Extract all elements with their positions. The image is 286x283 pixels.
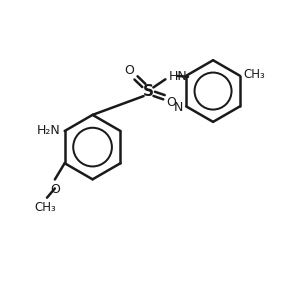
Text: CH₃: CH₃ — [243, 68, 265, 81]
Text: CH₃: CH₃ — [35, 201, 56, 214]
Text: S: S — [143, 83, 154, 98]
Text: O: O — [125, 64, 134, 77]
Text: HN: HN — [169, 70, 188, 83]
Text: O: O — [166, 96, 176, 109]
Text: N: N — [174, 100, 184, 113]
Text: H₂N: H₂N — [37, 124, 60, 137]
Text: O: O — [50, 183, 60, 196]
